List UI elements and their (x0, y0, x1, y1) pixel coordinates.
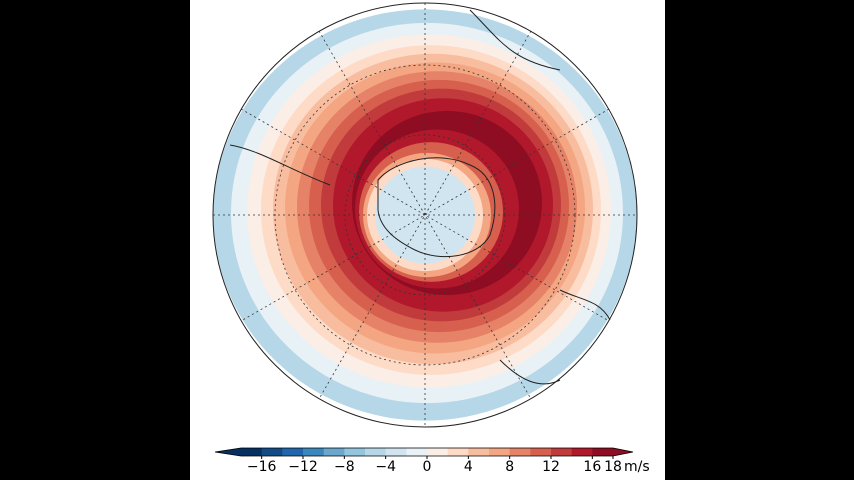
colorbar-unit: m/s (624, 459, 650, 475)
colorbar-tick-label: 0 (423, 459, 432, 475)
meridian (240, 108, 610, 322)
coastline (377, 157, 496, 258)
colorbar-bin (406, 448, 428, 456)
colorbar-bin (241, 448, 263, 456)
colorbar-bin (447, 448, 469, 456)
colorbar-bin (344, 448, 366, 456)
meridian (240, 108, 610, 322)
colorbar-bin (303, 448, 325, 456)
wind-field (213, 9, 637, 421)
colorbar-bin (571, 448, 593, 456)
colorbar-bin (551, 448, 573, 456)
colorbar-bin (323, 448, 345, 456)
colorbar-extend (613, 448, 633, 456)
colorbar-bin (261, 448, 283, 456)
meridian (318, 30, 532, 400)
colorbar-bin (365, 448, 387, 456)
colorbar-bin (530, 448, 552, 456)
colorbar-extend (215, 448, 241, 456)
colorbar-tick-label: −8 (334, 459, 355, 475)
colorbar-bin (427, 448, 449, 456)
colorbar-tick-label: 8 (505, 459, 514, 475)
colorbar-tick-label: 18 (604, 459, 622, 475)
colorbar-tick-label: −4 (375, 459, 396, 475)
map-border (212, 2, 638, 428)
colorbar-tick-label: −16 (247, 459, 277, 475)
colorbar-bin (489, 448, 511, 456)
colorbar: −16 −12 −8 −4 0 4 8 12 16 18 (214, 447, 634, 475)
colorbar-tick-label: 16 (583, 459, 601, 475)
colorbar-bin (385, 448, 407, 456)
graticule (213, 3, 637, 427)
coastline (229, 9, 611, 385)
colorbar-tick-label: −12 (288, 459, 318, 475)
colorbar-tick-label: 12 (542, 459, 560, 475)
colorbar-tick-label: 4 (464, 459, 473, 475)
meridian (318, 30, 532, 400)
colorbar-bin (509, 448, 531, 456)
colorbar-bin (592, 448, 614, 456)
colorbar-bin (282, 448, 304, 456)
colorbar-bin (468, 448, 490, 456)
